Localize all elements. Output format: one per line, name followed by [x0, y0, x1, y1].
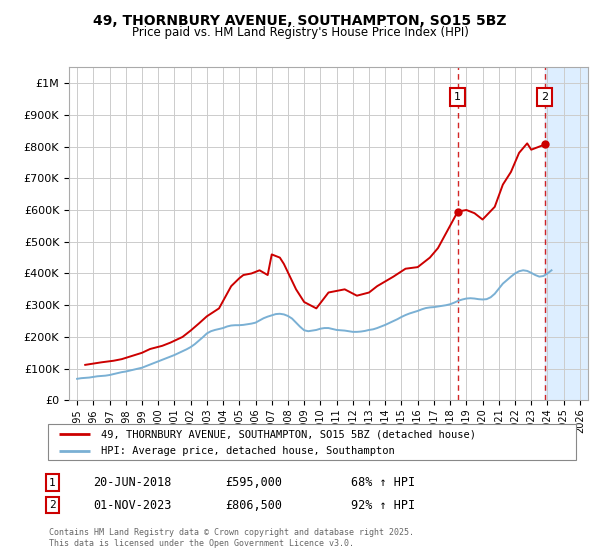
Text: Price paid vs. HM Land Registry's House Price Index (HPI): Price paid vs. HM Land Registry's House …	[131, 26, 469, 39]
Text: 20-JUN-2018: 20-JUN-2018	[93, 476, 172, 489]
Text: 68% ↑ HPI: 68% ↑ HPI	[351, 476, 415, 489]
Bar	[545, 67, 588, 400]
Text: 49, THORNBURY AVENUE, SOUTHAMPTON, SO15 5BZ: 49, THORNBURY AVENUE, SOUTHAMPTON, SO15 …	[93, 14, 507, 28]
Text: £595,000: £595,000	[225, 476, 282, 489]
Text: 2: 2	[49, 500, 56, 510]
Text: 1: 1	[49, 478, 56, 488]
Bar	[580, 67, 588, 400]
Text: £806,500: £806,500	[225, 498, 282, 512]
Text: HPI: Average price, detached house, Southampton: HPI: Average price, detached house, Sout…	[101, 446, 395, 456]
FancyBboxPatch shape	[48, 424, 576, 460]
Text: Contains HM Land Registry data © Crown copyright and database right 2025.
This d: Contains HM Land Registry data © Crown c…	[49, 528, 414, 548]
Text: 2: 2	[541, 92, 548, 102]
Text: 01-NOV-2023: 01-NOV-2023	[93, 498, 172, 512]
Text: 49, THORNBURY AVENUE, SOUTHAMPTON, SO15 5BZ (detached house): 49, THORNBURY AVENUE, SOUTHAMPTON, SO15 …	[101, 429, 476, 439]
Text: 1: 1	[454, 92, 461, 102]
Text: 92% ↑ HPI: 92% ↑ HPI	[351, 498, 415, 512]
